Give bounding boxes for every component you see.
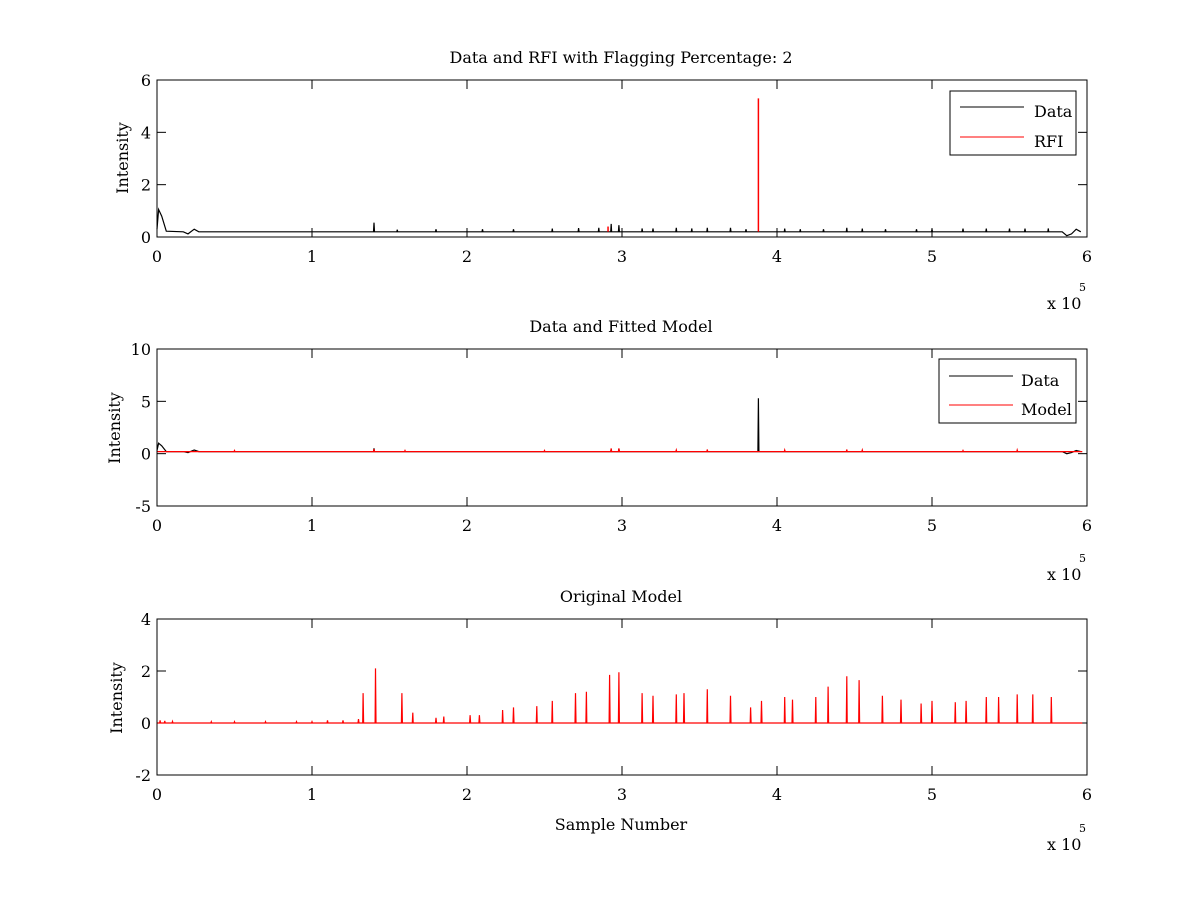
legend-label-rfi: RFI (1034, 132, 1063, 151)
x-exponent-base: x 10 (1047, 565, 1081, 584)
x-tick-label: 6 (1082, 785, 1092, 804)
x-tick-label: 4 (772, 516, 782, 535)
x-tick-label: 6 (1082, 516, 1092, 535)
x-tick-label: 1 (307, 516, 317, 535)
plot-frame (156, 618, 1088, 776)
x-tick-label: 2 (462, 785, 472, 804)
x-tick-label: 2 (462, 516, 472, 535)
x-tick-label: 4 (772, 785, 782, 804)
y-axis-label: Intensity (105, 392, 124, 464)
x-tick-label: 3 (617, 516, 627, 535)
y-tick-label: 0 (141, 714, 151, 733)
legend-box (938, 358, 1077, 424)
plot-frame (156, 348, 1088, 507)
x-exponent-power: 5 (1079, 281, 1086, 294)
series-line-series (157, 668, 1083, 724)
x-tick-label: 1 (307, 247, 317, 266)
x-tick-label: 0 (152, 516, 162, 535)
x-tick-label: 2 (462, 247, 472, 266)
x-tick-label: 5 (927, 785, 937, 804)
x-exponent-base: x 10 (1047, 835, 1081, 854)
x-tick-label: 0 (152, 247, 162, 266)
chart-title: Original Model (560, 587, 682, 606)
x-exponent-power: 5 (1079, 552, 1086, 565)
y-tick-label: 0 (141, 228, 151, 247)
chart-title: Data and RFI with Flagging Percentage: 2 (449, 48, 792, 67)
x-tick-label: 4 (772, 247, 782, 266)
y-tick-label: 4 (141, 610, 151, 629)
y-tick-label: -2 (135, 766, 151, 785)
y-tick-label: 6 (141, 71, 151, 90)
x-tick-label: 3 (617, 247, 627, 266)
chart-title: Data and Fitted Model (529, 317, 712, 336)
x-tick-label: 6 (1082, 247, 1092, 266)
y-tick-label: -5 (135, 497, 151, 516)
panel-rfi: Data and RFI with Flagging Percentage: 2… (113, 48, 1092, 313)
panel-fitted-model: Data and Fitted Model Intensity 0 1 2 3 4 5 6 -… (105, 317, 1092, 584)
series-line-model (157, 447, 1083, 453)
legend: Data RFI (949, 90, 1077, 156)
x-exponent-power: 5 (1079, 822, 1086, 835)
x-exponent-base: x 10 (1047, 294, 1081, 313)
y-tick-label: 2 (141, 662, 151, 681)
plot-frame (156, 79, 1088, 238)
legend-label-data: Data (1034, 102, 1073, 121)
y-tick-label: 2 (141, 176, 151, 195)
x-tick-label: 3 (617, 785, 627, 804)
legend-label-data: Data (1021, 371, 1060, 390)
y-axis-label: Intensity (107, 662, 126, 734)
legend: Data Model (938, 358, 1077, 424)
legend-label-model: Model (1021, 400, 1072, 419)
y-tick-label: 10 (131, 340, 151, 359)
series-line-data (156, 207, 1082, 237)
y-axis-label: Intensity (113, 122, 132, 194)
legend-box (949, 90, 1077, 156)
x-tick-label: 5 (927, 516, 937, 535)
x-tick-label: 0 (152, 785, 162, 804)
x-axis-label: Sample Number (555, 815, 688, 834)
y-tick-label: 4 (141, 123, 151, 142)
x-tick-label: 5 (927, 247, 937, 266)
y-tick-label: 0 (141, 445, 151, 464)
x-tick-label: 1 (307, 785, 317, 804)
y-tick-label: 5 (141, 392, 151, 411)
